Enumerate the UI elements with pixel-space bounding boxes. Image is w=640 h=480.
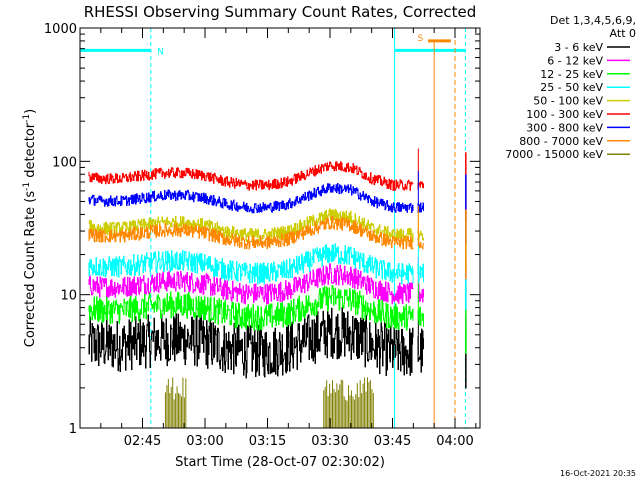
y-axis-label-main: Corrected Count Rate (s xyxy=(23,191,38,348)
plot-frame xyxy=(79,27,481,429)
legend-entry-label: 50 - 100 keV xyxy=(533,95,603,108)
y-axis: 1 10 100 1000 xyxy=(44,22,480,437)
series-line xyxy=(88,161,414,191)
series-line xyxy=(88,243,414,285)
y-tick-label: 10 xyxy=(60,289,77,304)
series-line xyxy=(88,183,414,214)
x-axis-label: Start Time (28-Oct-07 02:30:02) xyxy=(175,455,385,470)
y-tick-label: 1 xyxy=(69,422,77,437)
x-tick-label: 02:45 xyxy=(124,434,161,449)
timestamp: 16-Oct-2021 20:35 xyxy=(560,469,636,478)
legend-entry-label: 3 - 6 keV xyxy=(554,41,603,54)
legend-entry-label: 800 - 7000 keV xyxy=(519,135,603,148)
saa-label-s: S xyxy=(418,34,424,44)
series-line xyxy=(88,263,414,305)
legend-header-attenuator: Att 0 xyxy=(610,27,636,40)
y-axis-label-mid: detector xyxy=(23,122,38,182)
y-tick-label: 1000 xyxy=(44,22,77,37)
legend-entry-label: 300 - 800 keV xyxy=(526,121,603,134)
x-axis: 02:45 03:00 03:15 03:30 03:45 04:00 xyxy=(100,28,477,449)
x-tick-label: 03:00 xyxy=(186,434,223,449)
series-line xyxy=(88,215,414,250)
series-line xyxy=(417,328,424,373)
y-axis-label-sup2: -1 xyxy=(22,114,32,123)
night-label-n: N xyxy=(157,47,164,57)
legend-entry-label: 12 - 25 keV xyxy=(540,68,603,81)
series-line xyxy=(88,285,414,331)
series-line xyxy=(417,263,424,283)
y-tick-label: 100 xyxy=(52,155,77,170)
legend-entry-label: 7000 - 15000 keV xyxy=(505,148,603,161)
y-axis-label: Corrected Count Rate (s-1 detector-1) xyxy=(22,109,38,347)
x-tick-label: 03:15 xyxy=(249,434,286,449)
legend-entry-label: 25 - 50 keV xyxy=(540,81,603,94)
legend-entry-label: 6 - 12 keV xyxy=(547,54,603,67)
chart-title: RHESSI Observing Summary Count Rates, Co… xyxy=(84,3,477,21)
x-tick-label: 03:45 xyxy=(374,434,411,449)
y-axis-label-sup1: -1 xyxy=(22,182,32,191)
y-axis-label-end: ) xyxy=(23,109,38,114)
x-tick-label: 04:00 xyxy=(436,434,473,449)
legend-header-detectors: Det 1,3,4,5,6,9, xyxy=(550,14,636,27)
plot-area: NS xyxy=(80,28,467,429)
x-tick-label: 03:30 xyxy=(311,434,348,449)
legend-entry-label: 100 - 300 keV xyxy=(526,108,603,121)
